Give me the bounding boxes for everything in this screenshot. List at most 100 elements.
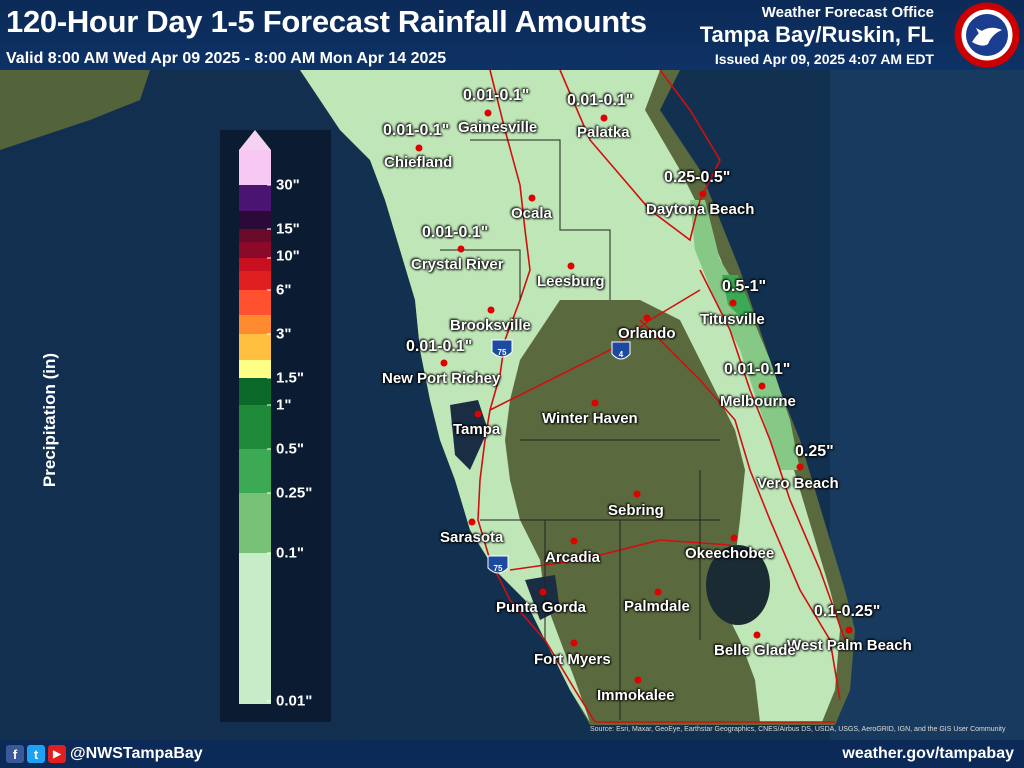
- city-label-belle-glade: Belle Glade: [714, 642, 796, 659]
- dot-fort-myers: [570, 639, 578, 647]
- precipitation-legend: [220, 130, 331, 722]
- issued-time: Issued Apr 09, 2025 4:07 AM EDT: [714, 51, 934, 67]
- dot-melbourne: [758, 382, 766, 390]
- city-label-tampa: Tampa: [453, 421, 501, 438]
- atlantic-water: [830, 70, 1024, 740]
- tampa-bay: [450, 400, 488, 470]
- city-label-crystal-river: Crystal River: [411, 256, 504, 273]
- dot-new-port-richey: [440, 359, 448, 367]
- bin-0.5: [239, 449, 271, 493]
- map-attribution: Source: Esri, Maxar, GeoEye, Earthstar G…: [590, 726, 1006, 733]
- social-handle[interactable]: @NWSTampaBay: [70, 745, 203, 762]
- nws-seal-logo: [954, 2, 1020, 68]
- bin-0.75: [239, 405, 271, 449]
- legend-top-arrow: [239, 130, 271, 150]
- legend-colorbar: [239, 130, 271, 704]
- legend-title: Precipitation (in): [40, 352, 59, 488]
- amount-label-west-palm: 0.1-0.25": [814, 603, 881, 620]
- dot-sebring: [633, 490, 641, 498]
- city-dots: [415, 109, 853, 684]
- dot-sarasota: [468, 518, 476, 526]
- dot-punta-gorda: [539, 588, 547, 596]
- bin-2: [239, 334, 271, 360]
- interstate-75-shield-south: 75: [487, 555, 509, 574]
- legend-label-0-25: 0.25": [276, 484, 313, 502]
- city-label-palatka: Palatka: [577, 124, 630, 141]
- dot-crystal-river: [457, 245, 465, 253]
- dot-tampa: [474, 410, 482, 418]
- city-label-arcadia: Arcadia: [545, 549, 601, 566]
- city-label-chiefland: Chiefland: [384, 154, 453, 171]
- bin-30: [239, 150, 271, 185]
- footer-bar: f t ▶ @NWSTampaBay weather.gov/tampabay: [0, 740, 1024, 768]
- bin-5: [239, 290, 271, 315]
- lake-okeechobee: [706, 545, 770, 625]
- city-label-leesburg: Leesburg: [537, 273, 605, 290]
- city-label-orlando: Orlando: [618, 325, 676, 342]
- legend-label-0-01: 0.01": [276, 692, 313, 710]
- zone-dark-green: [722, 275, 752, 320]
- bin-15: [239, 211, 271, 229]
- amount-label-titusville: 0.5-1": [722, 278, 767, 295]
- bin-3: [239, 315, 271, 334]
- interstate-4-shield: 4: [611, 341, 631, 360]
- dot-ocala: [528, 194, 536, 202]
- city-label-daytona-beach: Daytona Beach: [646, 201, 755, 218]
- legend-label-1: 1": [276, 396, 292, 414]
- legend-label-1-5: 1.5": [276, 369, 304, 387]
- city-label-ocala: Ocala: [511, 205, 552, 222]
- panhandle-land: [0, 70, 150, 150]
- amount-label-chiefland: 0.01-0.1": [383, 122, 450, 139]
- city-label-punta-gorda: Punta Gorda: [496, 599, 587, 616]
- dot-gainesville: [484, 109, 492, 117]
- bin-10: [239, 242, 271, 258]
- facebook-icon[interactable]: f: [6, 745, 24, 763]
- city-label-immokalee: Immokalee: [597, 687, 675, 704]
- legend-label-30: 30": [276, 176, 300, 194]
- dot-arcadia: [570, 537, 578, 545]
- bin-1.5: [239, 360, 271, 378]
- dot-chiefland: [415, 144, 423, 152]
- dot-palatka: [600, 114, 608, 122]
- twitter-icon[interactable]: t: [27, 745, 45, 763]
- amount-label-vero-beach: 0.25": [795, 443, 834, 460]
- social-icons: f t ▶: [6, 745, 66, 763]
- city-label-okeechobee: Okeechobee: [685, 545, 775, 562]
- amount-label-crystal-river: 0.01-0.1": [422, 224, 489, 241]
- dot-daytona: [699, 190, 707, 198]
- shield-label: 75: [494, 564, 503, 573]
- youtube-icon[interactable]: ▶: [48, 745, 66, 763]
- dot-orlando: [643, 314, 651, 322]
- legend-label-15: 15": [276, 220, 300, 238]
- page-title: 120-Hour Day 1-5 Forecast Rainfall Amoun…: [6, 4, 647, 39]
- charlotte-harbor: [525, 575, 560, 620]
- city-label-fort-myers: Fort Myers: [534, 651, 611, 668]
- city-label-titusville: Titusville: [700, 311, 765, 328]
- website-link[interactable]: weather.gov/tampabay: [842, 745, 1014, 762]
- amount-label-melbourne: 0.01-0.1": [724, 361, 791, 378]
- legend-label-6: 6": [276, 281, 292, 299]
- legend-label-0-5: 0.5": [276, 440, 304, 458]
- valid-period: Valid 8:00 AM Wed Apr 09 2025 - 8:00 AM …: [6, 50, 447, 67]
- amount-label-daytona: 0.25-0.5": [664, 169, 731, 186]
- interstate-75-shield-north: 75: [491, 339, 513, 358]
- bin-6: [239, 271, 271, 290]
- city-label-new-port-richey: New Port Richey: [382, 370, 501, 387]
- dot-leesburg: [567, 262, 575, 270]
- city-label-west-palm-beach: West Palm Beach: [787, 637, 912, 654]
- dot-titusville: [729, 299, 737, 307]
- dot-palmdale: [654, 588, 662, 596]
- city-label-palmdale: Palmdale: [624, 598, 690, 615]
- legend-label-10: 10": [276, 247, 300, 265]
- county-lines: [440, 139, 720, 720]
- city-label-vero-beach: Vero Beach: [757, 475, 839, 492]
- bin-20: [239, 185, 271, 211]
- office-label: Weather Forecast Office: [761, 4, 934, 21]
- bin-8: [239, 258, 271, 271]
- bin-1: [239, 378, 271, 405]
- bin-0.1: [239, 553, 271, 704]
- dot-vero-beach: [796, 463, 804, 471]
- bin-0.25: [239, 493, 271, 553]
- dot-winter-haven: [591, 399, 599, 407]
- office-name: Tampa Bay/Ruskin, FL: [699, 22, 934, 47]
